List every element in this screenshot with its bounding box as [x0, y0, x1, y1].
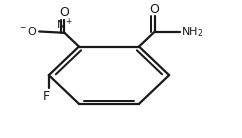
Text: F: F	[43, 90, 50, 103]
Text: O: O	[60, 6, 69, 19]
Text: $^-$O: $^-$O	[18, 26, 38, 38]
Text: NH$_2$: NH$_2$	[181, 25, 203, 39]
Text: N$^+$: N$^+$	[56, 17, 73, 32]
Text: O: O	[150, 3, 160, 16]
